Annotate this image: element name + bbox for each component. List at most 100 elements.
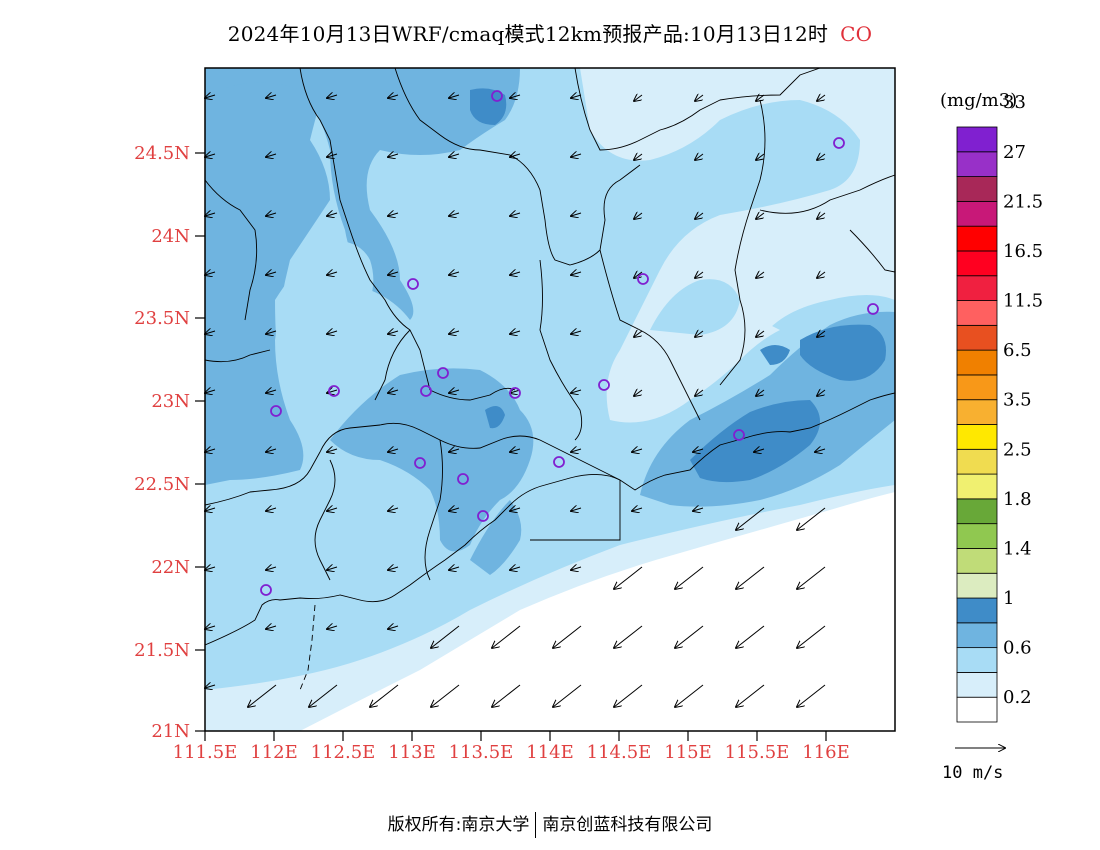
wind-arrow: [205, 567, 216, 570]
wind-arrow: [205, 508, 216, 511]
legend-color-box: [956, 349, 998, 376]
y-tick-label: 24N: [151, 226, 190, 247]
wind-arrow: [553, 684, 582, 707]
y-tick-label: 23N: [151, 391, 190, 412]
station-marker: [407, 278, 419, 290]
wind-arrow: [449, 449, 460, 452]
color-legend: [956, 126, 998, 723]
legend-color-box: [956, 275, 998, 301]
wind-arrow: [266, 272, 277, 275]
x-tick-label: 115E: [664, 742, 712, 763]
station-marker: [414, 457, 426, 469]
legend-color-box: [956, 300, 998, 326]
legend-value-label: 1: [1003, 588, 1014, 609]
wind-arrow: [449, 154, 460, 157]
wind-arrow: [736, 684, 765, 707]
wind-arrow: [510, 449, 521, 452]
wind-arrow: [614, 625, 643, 648]
wind-arrow: [634, 95, 643, 101]
boundary-lines: [205, 68, 895, 691]
wind-arrow: [266, 154, 277, 157]
wind-arrow: [205, 390, 216, 393]
y-tick-label: 21.5N: [134, 640, 190, 661]
legend-color-box: [956, 250, 998, 277]
wind-arrow: [266, 95, 277, 98]
wind-arrow: [327, 213, 338, 216]
color-legend-labels: 0.2 0.6 1 1.4 1.8 2.5 3.5 6.5 11.5 16.5 21.5 27 33: [1003, 92, 1043, 708]
wind-arrow: [695, 272, 704, 278]
y-tick-label: 22.5N: [134, 474, 190, 495]
wind-arrow: [571, 154, 582, 157]
station-marker: [733, 429, 745, 441]
wind-arrow: [370, 684, 399, 707]
species-label: CO: [840, 22, 873, 46]
wind-arrow: [388, 626, 399, 629]
legend-color-box: [956, 696, 998, 723]
station-marker: [260, 584, 272, 596]
wind-arrow: [695, 213, 704, 219]
wind-arrow: [492, 625, 521, 648]
wind-arrow: [571, 95, 582, 98]
wind-arrow: [756, 272, 765, 278]
x-tick-label: 111.5E: [173, 742, 238, 763]
wind-arrow: [205, 95, 216, 98]
wind-arrow: [327, 449, 338, 452]
legend-color-box: [956, 200, 998, 227]
wind-arrow: [327, 508, 338, 511]
wind-arrow: [388, 95, 399, 98]
wind-arrow: [632, 449, 643, 452]
wind-arrow: [327, 626, 338, 629]
wind-arrow: [510, 272, 521, 275]
wind-arrow: [510, 567, 521, 570]
legend-value-label: 27: [1003, 142, 1026, 163]
station-marker: [437, 367, 449, 379]
wind-arrow: [571, 508, 582, 511]
wind-arrow: [510, 95, 521, 98]
x-tick-label: 115.5E: [725, 742, 790, 763]
wind-arrow: [817, 95, 826, 101]
monitoring-stations: [260, 90, 879, 596]
wind-arrow: [756, 213, 765, 219]
wind-arrow: [815, 449, 826, 452]
wind-arrow: [388, 508, 399, 511]
wind-arrow: [449, 508, 460, 511]
wind-arrow: [449, 390, 460, 393]
wind-arrow: [797, 566, 826, 589]
legend-color-box: [956, 523, 998, 549]
station-marker: [509, 387, 521, 399]
wind-arrow: [327, 95, 338, 98]
wind-arrow: [205, 154, 216, 157]
station-marker: [553, 456, 565, 468]
legend-value-label: 0.6: [1003, 638, 1032, 659]
wind-arrow: [266, 508, 277, 511]
wind-arrow: [756, 95, 765, 101]
wind-arrow: [695, 331, 704, 337]
wind-arrow: [449, 331, 460, 334]
legend-color-box: [956, 498, 998, 525]
wind-arrow: [614, 566, 643, 589]
copyright-footer: 版权所有:南京大学 南京创蓝科技有限公司: [0, 810, 1100, 838]
wind-arrow: [266, 449, 277, 452]
legend-color-box: [956, 622, 998, 649]
axis-ticks: [195, 152, 827, 741]
legend-color-box: [956, 473, 998, 500]
wind-arrow: [695, 390, 704, 396]
wind-arrow: [754, 449, 765, 452]
y-tick-label: 24.5N: [134, 143, 190, 164]
wind-arrow: [797, 507, 826, 530]
wind-arrow: [634, 154, 643, 160]
wind-arrow: [266, 626, 277, 629]
x-tick-label: 116E: [802, 742, 850, 763]
wind-arrow: [571, 331, 582, 334]
wind-arrow: [510, 331, 521, 334]
wind-arrow: [388, 331, 399, 334]
wind-arrow: [266, 567, 277, 570]
legend-color-box: [956, 448, 998, 475]
legend-color-box: [956, 176, 998, 202]
station-marker: [598, 379, 610, 391]
wind-arrow: [797, 625, 826, 648]
wind-arrow: [388, 449, 399, 452]
wind-arrow: [817, 331, 826, 337]
map-title: 2024年10月13日WRF/cmaq模式12km预报产品:10月13日12时 C…: [0, 18, 1100, 47]
